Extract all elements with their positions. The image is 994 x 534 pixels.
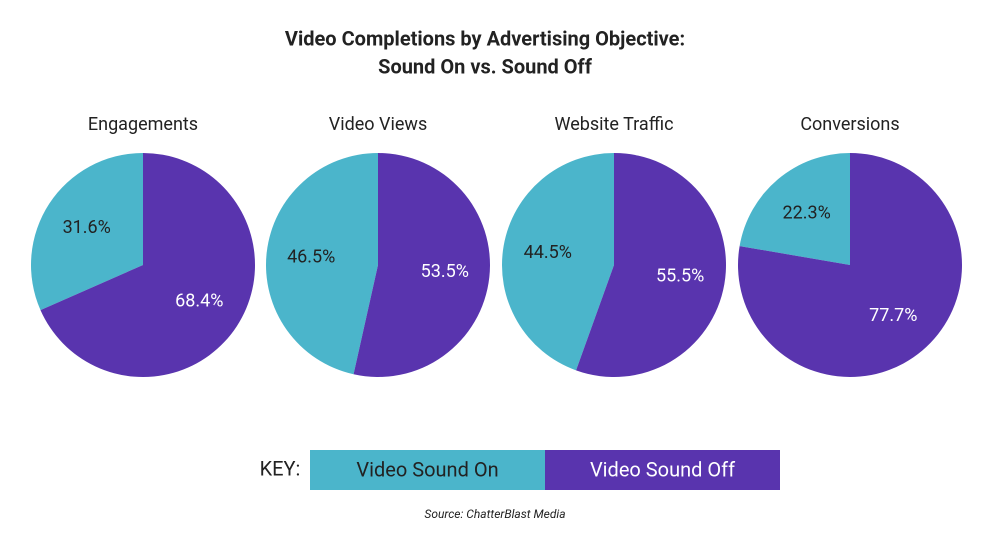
pie-title: Video Views <box>329 114 427 135</box>
value-label: 46.5% <box>287 246 335 267</box>
source: Source: ChatterBlast Media <box>424 507 565 521</box>
chart-title: Sound On vs. Sound Off <box>378 54 593 78</box>
chart-title: Video Completions by Advertising Objecti… <box>285 26 685 50</box>
key-label: KEY: <box>260 456 301 480</box>
value-label: 53.5% <box>421 261 469 282</box>
pie-slice <box>576 153 726 377</box>
legend-swatch <box>545 450 780 490</box>
pie-title: Engagements <box>88 114 198 135</box>
pie-slice <box>353 153 490 377</box>
pie-slice <box>31 153 143 311</box>
value-label: 44.5% <box>524 242 572 263</box>
value-label: 77.7% <box>869 305 917 326</box>
value-label: 22.3% <box>783 202 831 223</box>
pie-slice <box>266 153 378 375</box>
pie-slice <box>737 153 962 378</box>
legend-label: Video Sound Off <box>590 457 735 481</box>
pie-slice <box>40 153 256 377</box>
value-label: 31.6% <box>63 217 111 238</box>
pie-slice <box>501 153 614 371</box>
legend-swatch <box>310 450 545 490</box>
value-label: 68.4% <box>175 290 223 311</box>
legend-label: Video Sound On <box>356 457 498 481</box>
pie-slice <box>739 153 850 265</box>
pie-title: Conversions <box>800 114 899 135</box>
value-label: 55.5% <box>656 265 704 286</box>
pie-title: Website Traffic <box>555 114 674 135</box>
